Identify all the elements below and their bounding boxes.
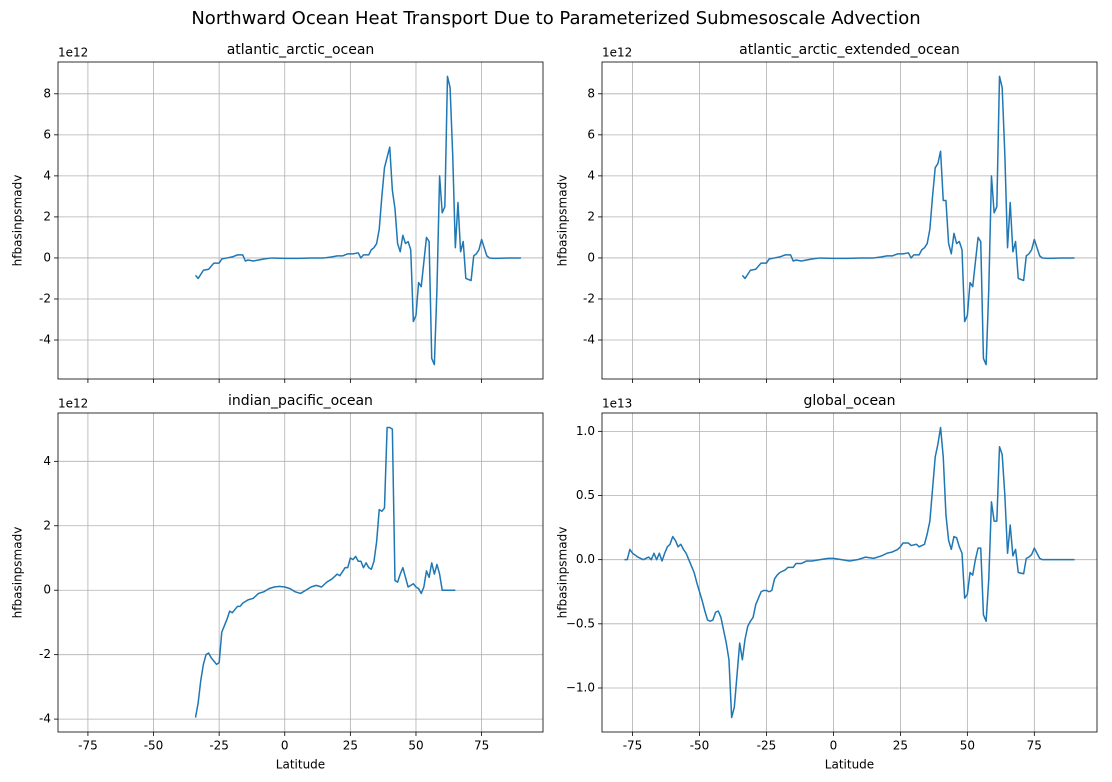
y-tick-label: 2 [43,209,51,223]
data-line [194,426,456,718]
x-tick-label: 75 [474,739,489,753]
data-line [741,75,1075,366]
y-tick-label: 8 [43,86,51,100]
y-tick-label: 0 [587,250,595,264]
x-tick-label: -50 [690,739,710,753]
y-tick-label: 1.0 [576,424,595,438]
y-axis-label: hfbasinpsmadv [556,175,570,267]
y-offset-text: 1e13 [602,397,632,411]
axes-frame [57,61,544,380]
y-tick-label: -4 [39,333,51,347]
x-axis-label: Latitude [276,758,325,772]
x-tick-label: -75 [623,739,643,753]
data-line [194,75,521,366]
y-offset-text: 1e12 [602,46,632,60]
x-tick-label: 0 [830,739,838,753]
y-tick-label: 4 [43,168,51,182]
y-tick-label: 2 [587,209,595,223]
data-line [624,426,1075,719]
y-tick-label: -4 [39,712,51,726]
y-tick-label: −1.0 [566,680,595,694]
subplot-title: atlantic_arctic_ocean [227,42,375,58]
x-tick-label: 25 [893,739,908,753]
y-tick-label: 0 [43,250,51,264]
y-tick-label: -4 [583,333,595,347]
subplot-title: global_ocean [803,393,895,409]
y-tick-label: 0 [43,583,51,597]
y-axis-label: hfbasinpsmadv [11,527,25,619]
y-offset-text: 1e12 [58,46,88,60]
x-tick-label: 50 [960,739,975,753]
x-tick-label: -75 [78,739,98,753]
y-tick-label: 4 [43,454,51,468]
x-tick-label: 75 [1027,739,1042,753]
x-tick-label: 50 [408,739,423,753]
y-tick-label: −0.5 [566,616,595,630]
axes-frame [601,412,1098,733]
figure-title: Northward Ocean Heat Transport Due to Pa… [191,8,920,29]
y-axis-label: hfbasinpsmadv [556,527,570,619]
x-tick-label: -25 [209,739,229,753]
y-tick-label: -2 [583,291,595,305]
axes-frame [601,61,1098,380]
y-tick-label: 2 [43,518,51,532]
y-axis-label: hfbasinpsmadv [11,175,25,267]
y-tick-label: -2 [39,291,51,305]
y-tick-label: 6 [43,127,51,141]
y-tick-label: 0.5 [576,488,595,502]
x-tick-label: -50 [144,739,164,753]
y-tick-label: -2 [39,647,51,661]
y-tick-label: 6 [587,127,595,141]
axes-frame [57,412,544,733]
y-tick-label: 8 [587,86,595,100]
y-tick-label: 4 [587,168,595,182]
x-tick-label: -25 [757,739,777,753]
y-offset-text: 1e12 [58,397,88,411]
subplot-title: indian_pacific_ocean [228,393,373,409]
y-tick-label: 0.0 [576,552,595,566]
x-axis-label: Latitude [825,758,874,772]
subplot-title: atlantic_arctic_extended_ocean [739,42,960,58]
x-tick-label: 25 [343,739,358,753]
x-tick-label: 0 [281,739,289,753]
